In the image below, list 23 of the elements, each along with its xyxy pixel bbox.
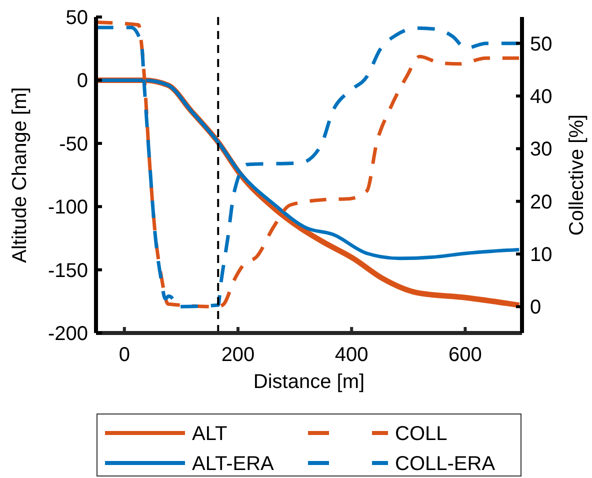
y2-axis-title: Collective [%] [566, 114, 588, 236]
y2-tick-label: 50 [530, 33, 552, 56]
y2-tick-label: 10 [530, 244, 552, 266]
x-tick-label: 400 [334, 344, 368, 366]
y-tick-label: 0 [76, 70, 88, 92]
y-tick-label: -100 [48, 196, 88, 219]
y-tick-label: 50 [66, 7, 88, 29]
y-axis-title: Altitude Change [m] [9, 87, 31, 263]
x-tick-label: 0 [118, 344, 130, 366]
x-tick-label: 200 [221, 344, 255, 366]
y2-tick-label: 30 [530, 138, 552, 161]
y2-tick-label: 20 [530, 191, 552, 214]
legend-label: COLL-ERA [395, 453, 496, 475]
legend-label: ALT [192, 423, 228, 445]
x-tick-label: 600 [448, 344, 482, 366]
y2-tick-label: 0 [530, 296, 542, 319]
y2-tick-label: 40 [530, 86, 552, 108]
legend-label: ALT-ERA [192, 453, 275, 475]
y-tick-label: -200 [48, 323, 88, 345]
y-tick-label: -150 [48, 260, 88, 282]
legend-label: COLL [395, 423, 448, 445]
y-tick-label: -50 [59, 133, 88, 156]
x-axis-title: Distance [m] [253, 371, 365, 393]
